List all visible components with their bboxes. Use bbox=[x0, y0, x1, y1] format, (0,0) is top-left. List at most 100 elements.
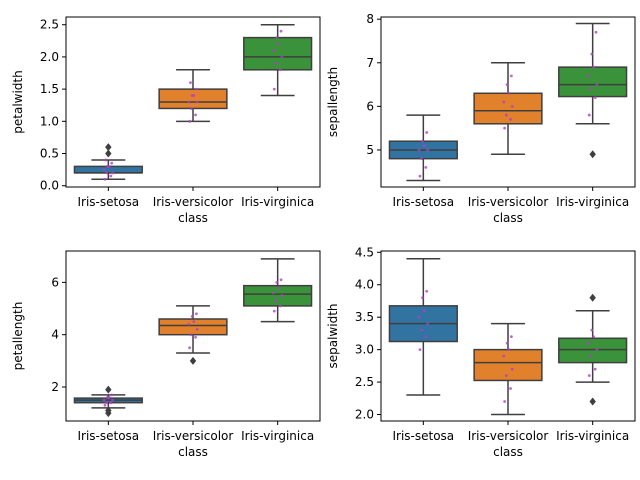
strip-point bbox=[102, 398, 106, 402]
strip-point bbox=[424, 335, 428, 339]
strip-point bbox=[111, 171, 114, 175]
strip-point bbox=[418, 174, 422, 178]
strip-point bbox=[592, 335, 595, 339]
strip-point bbox=[187, 100, 191, 104]
subplot-grid: 0.0 0.5 1.0 1.5 2.0 2.5 Iris-setosa Iris-versic… bbox=[11, 12, 636, 459]
strip-point bbox=[505, 341, 509, 345]
box-Iris-versicolor bbox=[473, 322, 543, 416]
strip-point bbox=[426, 322, 429, 326]
strip-point bbox=[195, 328, 199, 331]
strip-point bbox=[192, 320, 196, 324]
strip-point bbox=[279, 29, 283, 33]
strip-point bbox=[510, 104, 514, 108]
y-tick-label: 6 bbox=[51, 275, 59, 289]
outlier-point bbox=[105, 149, 112, 158]
strip-point bbox=[278, 304, 282, 308]
box-iqr bbox=[158, 318, 228, 336]
strip-point bbox=[110, 393, 114, 397]
strip-point bbox=[589, 354, 593, 358]
strip-point bbox=[103, 177, 107, 181]
x-tick-label: Iris-versicolor bbox=[153, 195, 234, 209]
strip-point bbox=[587, 341, 590, 345]
outlier-point bbox=[105, 406, 112, 415]
strip-point bbox=[589, 87, 593, 91]
strip-point bbox=[189, 107, 193, 110]
strip-point bbox=[507, 91, 511, 95]
box-iqr bbox=[558, 337, 628, 364]
y-axis-label: petalwidth bbox=[11, 70, 25, 133]
x-tick-label: Iris-virginica bbox=[556, 429, 629, 443]
box-iqr bbox=[473, 348, 543, 382]
strip-point bbox=[422, 144, 426, 147]
strip-point bbox=[587, 74, 590, 78]
outlier-point bbox=[589, 397, 596, 406]
y-tick-label: 2 bbox=[51, 380, 59, 394]
box-Iris-setosa bbox=[73, 143, 143, 181]
strip-point bbox=[272, 309, 276, 313]
subplot-petallength: 2 4 6 Iris-setosa Iris-versicolor Iris-virgin… bbox=[11, 250, 321, 459]
strip-point bbox=[188, 119, 192, 123]
strip-point bbox=[188, 346, 192, 350]
strip-point bbox=[272, 291, 275, 295]
strip-point bbox=[595, 348, 599, 352]
strip-point bbox=[272, 87, 276, 91]
strip-point bbox=[509, 387, 512, 390]
x-axis-label: class bbox=[493, 445, 523, 459]
strip-point bbox=[194, 87, 198, 91]
strip-point bbox=[106, 396, 109, 399]
strip-point bbox=[280, 294, 284, 297]
box-iqr bbox=[243, 36, 313, 71]
y-tick-label: 4 bbox=[51, 328, 59, 342]
strip-point bbox=[592, 65, 595, 69]
x-tick-label: Iris-virginica bbox=[241, 195, 314, 209]
subplot-petalwidth: 0.0 0.5 1.0 1.5 2.0 2.5 Iris-setosa Iris-versic… bbox=[11, 16, 321, 225]
y-tick-label: 7 bbox=[366, 56, 374, 70]
box-Iris-virginica bbox=[243, 258, 313, 323]
strip-point bbox=[190, 314, 194, 318]
outlier-point bbox=[105, 385, 112, 394]
strip-point bbox=[103, 403, 107, 407]
strip-point bbox=[275, 36, 279, 40]
strip-point bbox=[593, 96, 597, 100]
x-tick-label: Iris-setosa bbox=[392, 429, 454, 443]
strip-point bbox=[504, 374, 508, 377]
strip-point bbox=[425, 289, 429, 293]
y-tick-label: 0.5 bbox=[40, 147, 59, 161]
strip-point bbox=[272, 49, 275, 52]
x-axis-label: class bbox=[178, 211, 208, 225]
strip-point bbox=[425, 131, 429, 134]
box-iqr bbox=[158, 88, 228, 110]
x-tick-label: Iris-versicolor bbox=[468, 429, 549, 443]
outlier-point bbox=[589, 150, 596, 159]
strip-point bbox=[587, 374, 591, 377]
y-tick-label: 2.5 bbox=[40, 18, 59, 32]
outlier-point bbox=[105, 143, 112, 152]
box-Iris-virginica bbox=[558, 293, 628, 406]
y-tick-label: 4.0 bbox=[355, 278, 374, 292]
box-iqr bbox=[243, 284, 313, 307]
strip-point bbox=[505, 83, 509, 86]
strip-point bbox=[594, 30, 598, 34]
y-tick-label: 0.0 bbox=[40, 179, 59, 193]
x-tick-label: Iris-setosa bbox=[77, 195, 139, 209]
y-axis-label: sepalwidth bbox=[326, 303, 340, 368]
strip-point bbox=[509, 74, 513, 78]
box-Iris-versicolor bbox=[158, 305, 228, 365]
y-tick-label: 3.0 bbox=[355, 343, 374, 357]
strip-point bbox=[102, 168, 106, 172]
strip-point bbox=[195, 100, 199, 104]
x-tick-label: Iris-setosa bbox=[392, 195, 454, 209]
x-tick-label: Iris-setosa bbox=[77, 429, 139, 443]
strip-point bbox=[420, 328, 424, 332]
strip-point bbox=[278, 68, 282, 72]
strip-point bbox=[504, 113, 508, 117]
y-tick-label: 5 bbox=[366, 143, 374, 157]
box-Iris-setosa bbox=[73, 385, 143, 418]
strip-point bbox=[503, 126, 507, 130]
subplot-sepalwidth: 2.0 2.5 3.0 3.5 4.0 4.5 Iris-setosa Iris-versic… bbox=[326, 245, 636, 459]
strip-point bbox=[507, 348, 511, 352]
strip-point bbox=[110, 161, 114, 165]
strip-point bbox=[420, 157, 424, 161]
strip-point bbox=[417, 315, 421, 319]
